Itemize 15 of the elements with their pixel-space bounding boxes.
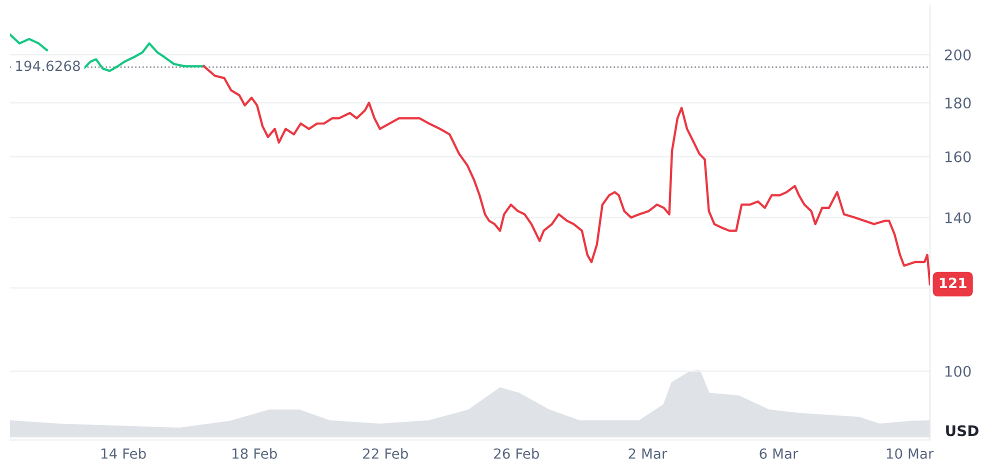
x-tick-label: 18 Feb <box>232 448 277 459</box>
annotation: 121 <box>940 278 966 288</box>
y-tick-label: 180 <box>945 98 971 109</box>
y-axis-title: USD <box>946 425 978 436</box>
x-tick-label: 2 Mar <box>628 448 668 459</box>
x-tick-label: 14 Feb <box>101 448 146 459</box>
y-tick-label: 100 <box>945 366 971 377</box>
x-tick-label: 10 Mar <box>886 448 934 459</box>
x-tick-label: 22 Feb <box>363 448 408 459</box>
x-tick-label: 26 Feb <box>494 448 539 459</box>
x-tick-label: 6 Mar <box>760 448 798 459</box>
y-tick-label: 160 <box>945 151 971 162</box>
ref-line-label: 194.6268 <box>16 60 80 72</box>
y-tick-label: 200 <box>944 49 971 60</box>
y-tick-label: 140 <box>945 212 971 224</box>
